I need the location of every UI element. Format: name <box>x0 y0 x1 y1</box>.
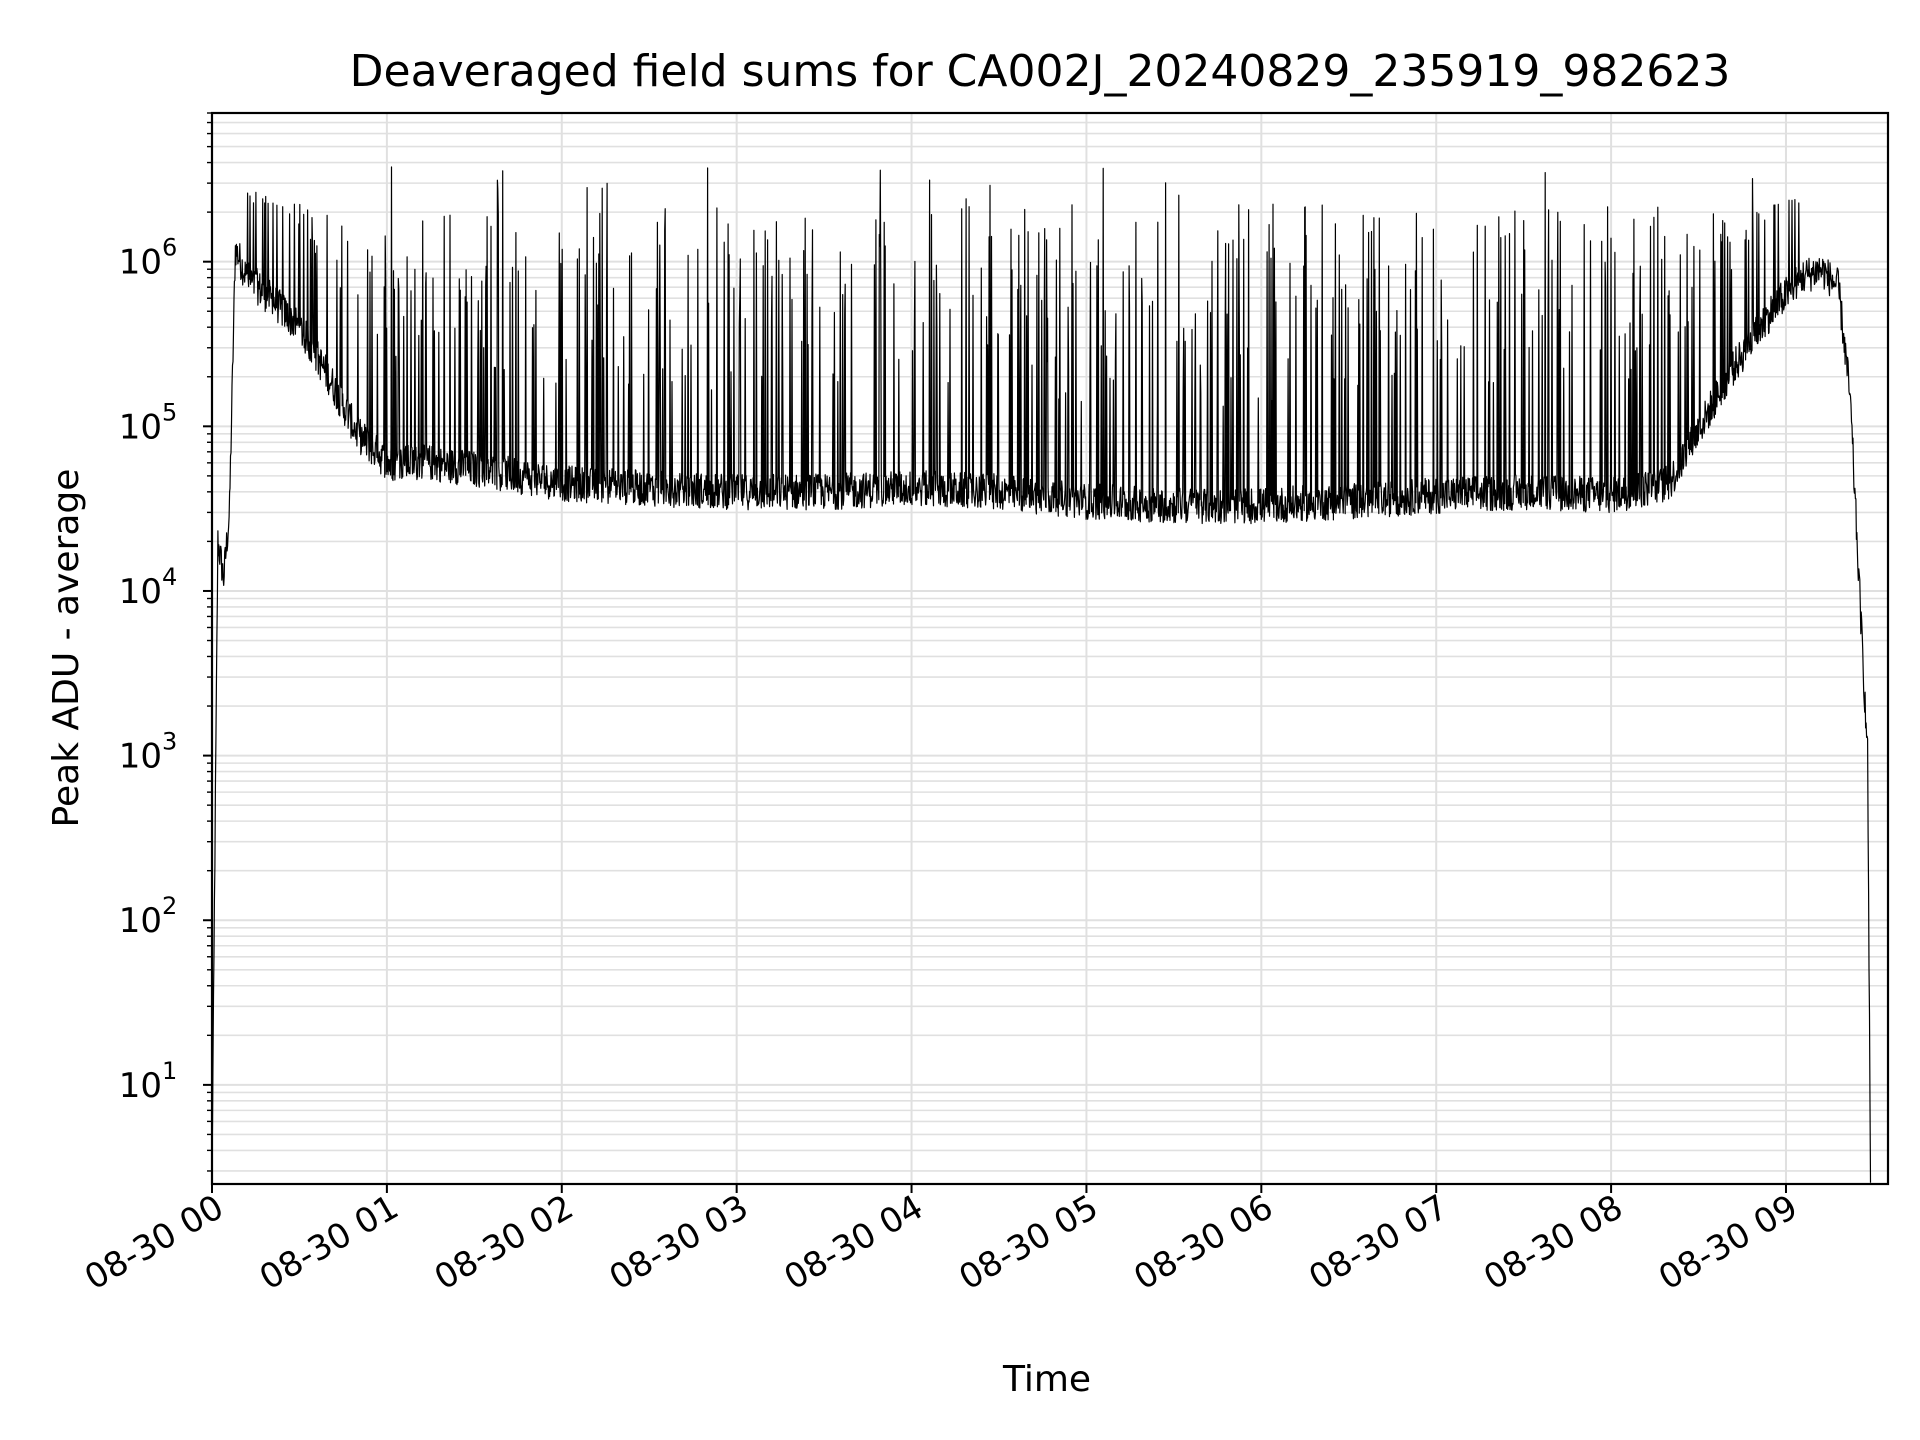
x-tick-label: 08-30 07 <box>1302 1187 1454 1298</box>
y-tick-label: 102 <box>119 892 178 941</box>
y-tick-label: 101 <box>119 1057 178 1106</box>
series-line <box>211 166 1872 1183</box>
x-tick-label: 08-30 09 <box>1652 1187 1804 1298</box>
x-tick-label: 08-30 02 <box>428 1187 580 1298</box>
y-tick-label: 103 <box>119 728 178 777</box>
x-tick-label: 08-30 05 <box>953 1187 1105 1298</box>
plot-area <box>211 166 1872 1183</box>
grid <box>211 112 1888 1184</box>
y-tick-label: 106 <box>119 234 178 283</box>
chart-title: Deaveraged field sums for CA002J_2024082… <box>350 46 1731 97</box>
y-axis-label: Peak ADU - average <box>46 469 87 828</box>
x-tick-label: 08-30 08 <box>1477 1187 1629 1298</box>
x-tick-label: 08-30 00 <box>78 1187 230 1298</box>
x-tick-label: 08-30 01 <box>253 1187 405 1298</box>
x-axis-label: Time <box>1002 1359 1091 1400</box>
x-tick-label: 08-30 04 <box>778 1187 930 1298</box>
y-tick-label: 104 <box>119 563 178 612</box>
y-tick-label: 105 <box>119 398 178 447</box>
x-tick-label: 08-30 03 <box>603 1187 755 1298</box>
x-tick-label: 08-30 06 <box>1127 1187 1279 1298</box>
axes-frame <box>210 111 1890 1186</box>
